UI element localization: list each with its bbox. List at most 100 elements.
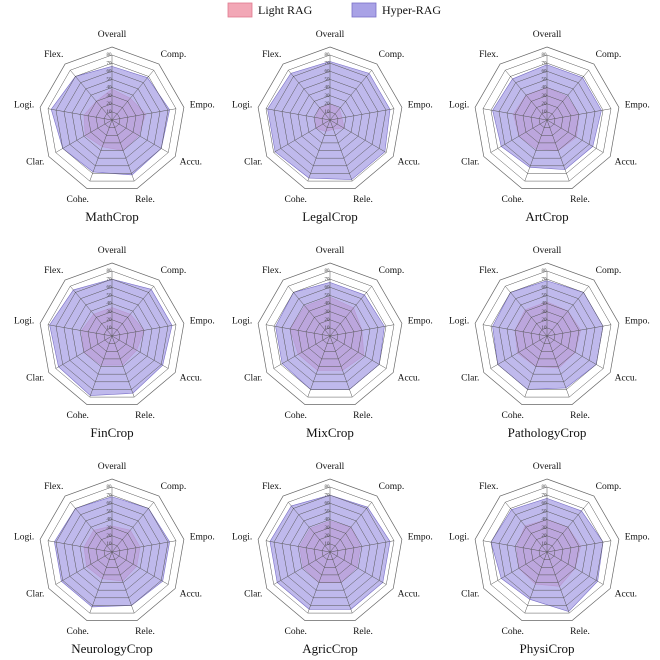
axis-spoke: [111, 335, 169, 369]
category-label: Comp.: [379, 266, 405, 276]
category-label: Flex.: [262, 482, 281, 492]
r-tick-label: 60: [325, 69, 331, 74]
r-tick-label: 80: [325, 269, 331, 274]
chart-title: FinCrop: [90, 425, 133, 440]
grid-ring: [321, 327, 339, 344]
category-label: Clar.: [26, 374, 44, 384]
r-tick-label: 80: [107, 485, 113, 490]
grid-ring: [522, 311, 572, 360]
r-tick-label: 70: [107, 277, 113, 282]
axis-spoke: [524, 551, 548, 614]
r-tick-label: 40: [325, 302, 331, 307]
grid-ring: [514, 519, 580, 583]
axis-spoke: [89, 551, 113, 614]
grid-ring: [281, 70, 379, 167]
category-label: Flex.: [44, 482, 63, 492]
axis-spoke: [490, 119, 548, 153]
outer-frame: [474, 478, 620, 621]
grid-ring: [87, 95, 137, 144]
outer-frame: [39, 46, 185, 189]
grid-ring: [506, 79, 588, 159]
category-label: Logi.: [232, 532, 252, 542]
grid-ring: [63, 502, 161, 599]
grid-ring: [297, 519, 363, 583]
grid-ring: [273, 494, 387, 606]
category-label: Clar.: [461, 590, 479, 600]
grid-ring: [482, 270, 612, 398]
grid-ring: [297, 87, 363, 151]
category-label: Empo.: [408, 532, 433, 542]
axis-spoke: [524, 335, 548, 398]
r-tick-label: 10: [325, 542, 331, 547]
r-tick-label: 30: [107, 94, 113, 99]
r-tick-label: 10: [542, 326, 548, 331]
r-tick-label: 30: [542, 94, 548, 99]
r-tick-label: 50: [542, 78, 548, 83]
category-label: Flex.: [262, 266, 281, 276]
grid-ring: [55, 494, 169, 606]
axis-spoke: [329, 335, 387, 369]
r-tick-label: 30: [325, 310, 331, 315]
axis-spoke: [111, 119, 135, 182]
r-tick-label: 40: [107, 518, 113, 523]
axis-spoke: [307, 335, 331, 398]
grid-ring: [490, 62, 604, 174]
grid-ring: [490, 278, 604, 390]
grid-ring: [530, 103, 564, 136]
r-tick-label: 80: [325, 53, 331, 58]
category-label: Cohe.: [284, 627, 306, 637]
category-label: Overall: [316, 462, 345, 472]
category-label: Empo.: [190, 316, 215, 326]
grid-ring: [313, 535, 347, 568]
r-tick-label: 10: [107, 542, 113, 547]
r-tick-label: 10: [325, 326, 331, 331]
axis-spoke: [70, 70, 113, 121]
r-tick-label: 20: [542, 102, 548, 107]
category-label: Accu.: [398, 590, 420, 600]
axis-spoke: [329, 540, 395, 553]
grid-ring: [47, 54, 177, 182]
axis-spoke: [265, 324, 331, 337]
r-tick-label: 40: [542, 302, 548, 307]
r-tick-label: 50: [542, 510, 548, 515]
r-tick-label: 40: [325, 86, 331, 91]
grid-ring: [313, 319, 347, 352]
axis-spoke: [70, 286, 113, 337]
category-label: Rele.: [353, 627, 373, 637]
category-label: Overall: [533, 30, 562, 40]
category-label: Empo.: [625, 316, 650, 326]
axis-spoke: [111, 70, 154, 121]
category-label: Cohe.: [501, 627, 523, 637]
grid-ring: [273, 62, 387, 174]
category-label: Accu.: [180, 158, 202, 168]
category-label: Logi.: [449, 100, 469, 110]
r-tick-label: 10: [542, 542, 548, 547]
grid-ring: [265, 270, 395, 398]
grid-ring: [71, 79, 153, 159]
grid-ring: [87, 311, 137, 360]
category-label: Empo.: [190, 532, 215, 542]
r-tick-label: 30: [542, 310, 548, 315]
grid-ring: [538, 543, 556, 560]
r-tick-label: 80: [107, 53, 113, 58]
axis-spoke: [329, 324, 395, 337]
r-tick-label: 50: [325, 78, 331, 83]
grid-ring: [95, 319, 129, 352]
axis-spoke: [273, 335, 331, 369]
grid-ring: [313, 103, 347, 136]
legend-swatch: [351, 2, 377, 18]
outer-frame: [474, 262, 620, 405]
category-label: Clar.: [26, 158, 44, 168]
r-tick-label: 60: [542, 501, 548, 506]
category-label: Clar.: [244, 374, 262, 384]
outer-frame: [39, 262, 185, 405]
grid-ring: [281, 286, 379, 383]
grid-ring: [79, 87, 145, 151]
grid-ring: [538, 111, 556, 128]
axis-spoke: [273, 551, 331, 585]
category-label: Accu.: [398, 374, 420, 384]
grid-ring: [297, 303, 363, 367]
category-label: Clar.: [461, 158, 479, 168]
category-label: Flex.: [479, 266, 498, 276]
category-label: Empo.: [190, 100, 215, 110]
